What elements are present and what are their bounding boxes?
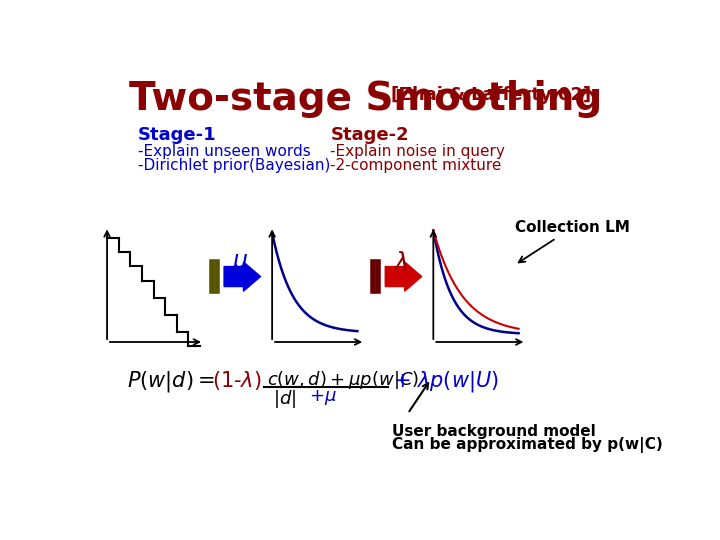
Text: -Explain unseen words: -Explain unseen words xyxy=(138,144,311,159)
Text: [Zhai & Lafferty 02]: [Zhai & Lafferty 02] xyxy=(391,86,591,104)
FancyArrow shape xyxy=(385,262,422,291)
Text: -Dirichlet prior(Bayesian): -Dirichlet prior(Bayesian) xyxy=(138,158,330,173)
Text: $\mu$: $\mu$ xyxy=(232,252,248,275)
Text: $(1\text{-}\lambda)$: $(1\text{-}\lambda)$ xyxy=(212,369,262,392)
Text: User background model: User background model xyxy=(392,423,596,438)
Text: Can be approximated by p(w|C): Can be approximated by p(w|C) xyxy=(392,437,663,453)
Text: $\lambda$: $\lambda$ xyxy=(393,252,408,275)
Text: $+\mu$: $+\mu$ xyxy=(310,388,337,407)
Text: Stage-1: Stage-1 xyxy=(138,126,217,144)
Text: $+\ \lambda p(w|U)$: $+\ \lambda p(w|U)$ xyxy=(393,369,499,394)
Text: Two-stage Smoothing: Two-stage Smoothing xyxy=(129,80,602,118)
Text: $P(w|d) =$: $P(w|d) =$ xyxy=(127,369,215,394)
Text: $c(w,d) +\mu p(w|C)$: $c(w,d) +\mu p(w|C)$ xyxy=(266,369,419,391)
Text: Collection LM: Collection LM xyxy=(515,220,629,262)
Text: $|d|$: $|d|$ xyxy=(273,388,296,410)
FancyArrow shape xyxy=(224,262,261,291)
Text: Stage-2: Stage-2 xyxy=(330,126,409,144)
Text: -2-component mixture: -2-component mixture xyxy=(330,158,502,173)
Text: -Explain noise in query: -Explain noise in query xyxy=(330,144,505,159)
